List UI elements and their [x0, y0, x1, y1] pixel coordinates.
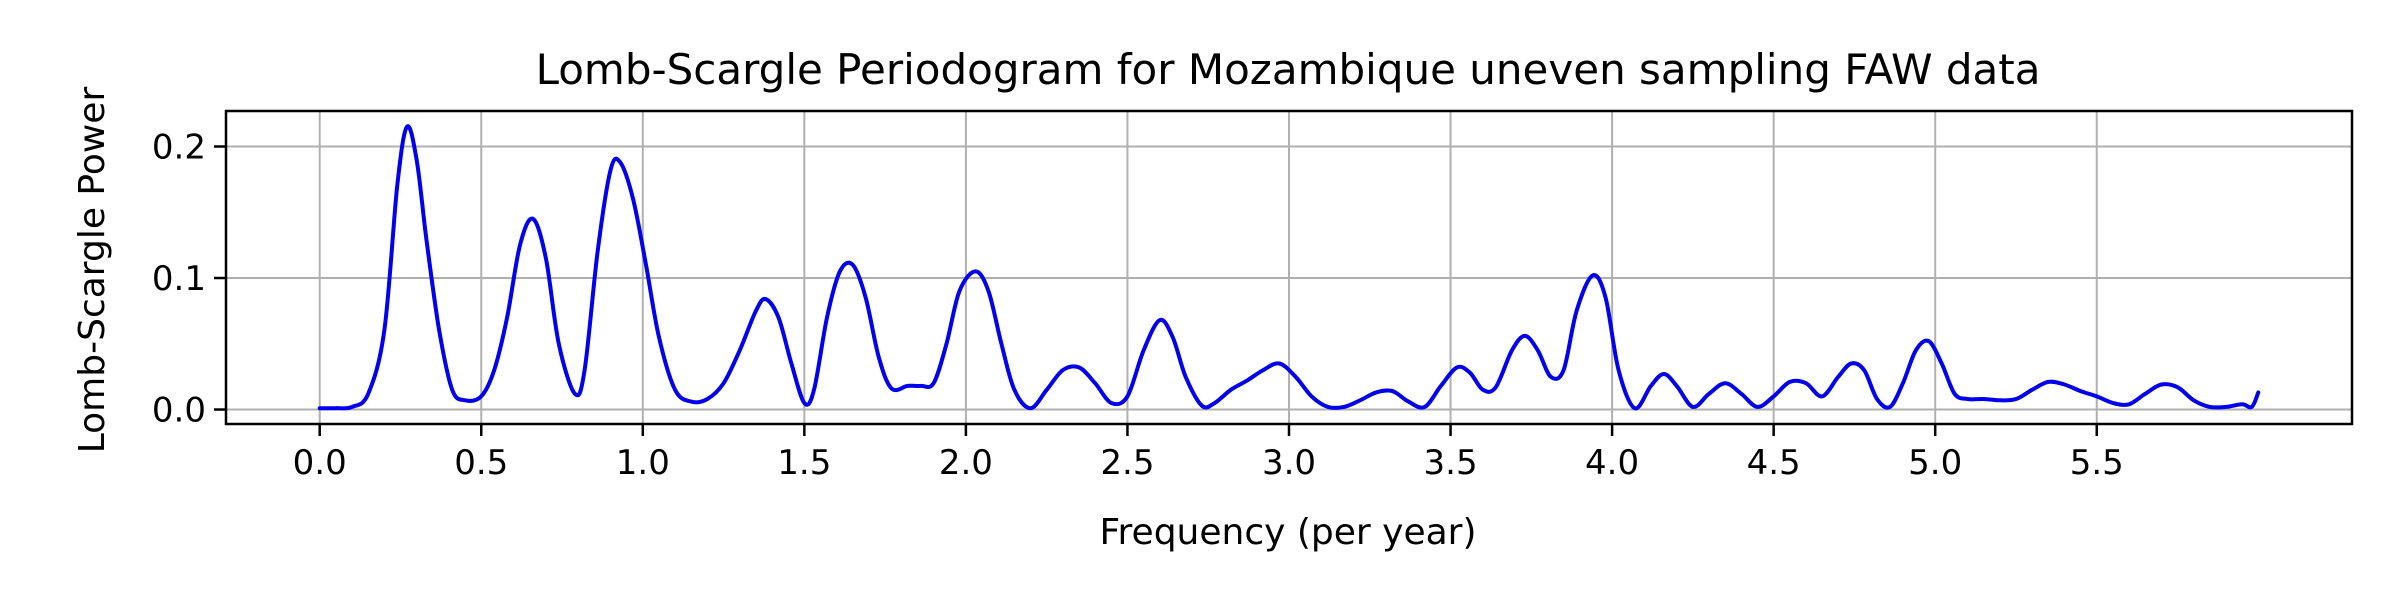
y-tick-label: 0.1	[152, 259, 206, 299]
x-tick-label: 2.0	[939, 443, 993, 483]
power-series-line	[317, 124, 2261, 411]
x-tick-label: 4.5	[1747, 443, 1801, 483]
chart-title: Lomb-Scargle Periodogram for Mozambique …	[536, 45, 2041, 94]
x-tick-label: 1.5	[777, 443, 831, 483]
x-axis-ticks: 0.0 0.5 1.0 1.5 2.0 2.5 3.0 3.5 4.0 4.5 5.0 5.5	[293, 424, 2124, 483]
x-tick-label: 5.5	[2070, 443, 2124, 483]
y-tick-label: 0.2	[152, 128, 206, 168]
x-tick-label: 3.0	[1262, 443, 1316, 483]
x-tick-label: 3.5	[1424, 443, 1478, 483]
x-axis-label: Frequency (per year)	[1099, 512, 1476, 553]
x-tick-label: 2.5	[1100, 443, 1154, 483]
x-tick-label: 1.0	[616, 443, 670, 483]
x-tick-label: 0.5	[454, 443, 508, 483]
y-tick-label: 0.0	[152, 391, 206, 431]
y-axis-label: Lomb-Scargle Power	[72, 87, 113, 454]
x-tick-label: 0.0	[293, 443, 347, 483]
x-tick-label: 4.0	[1585, 443, 1639, 483]
x-tick-label: 5.0	[1908, 443, 1962, 483]
grid-lines	[226, 111, 2352, 424]
y-axis-ticks: 0.0 0.1 0.2	[152, 128, 226, 431]
